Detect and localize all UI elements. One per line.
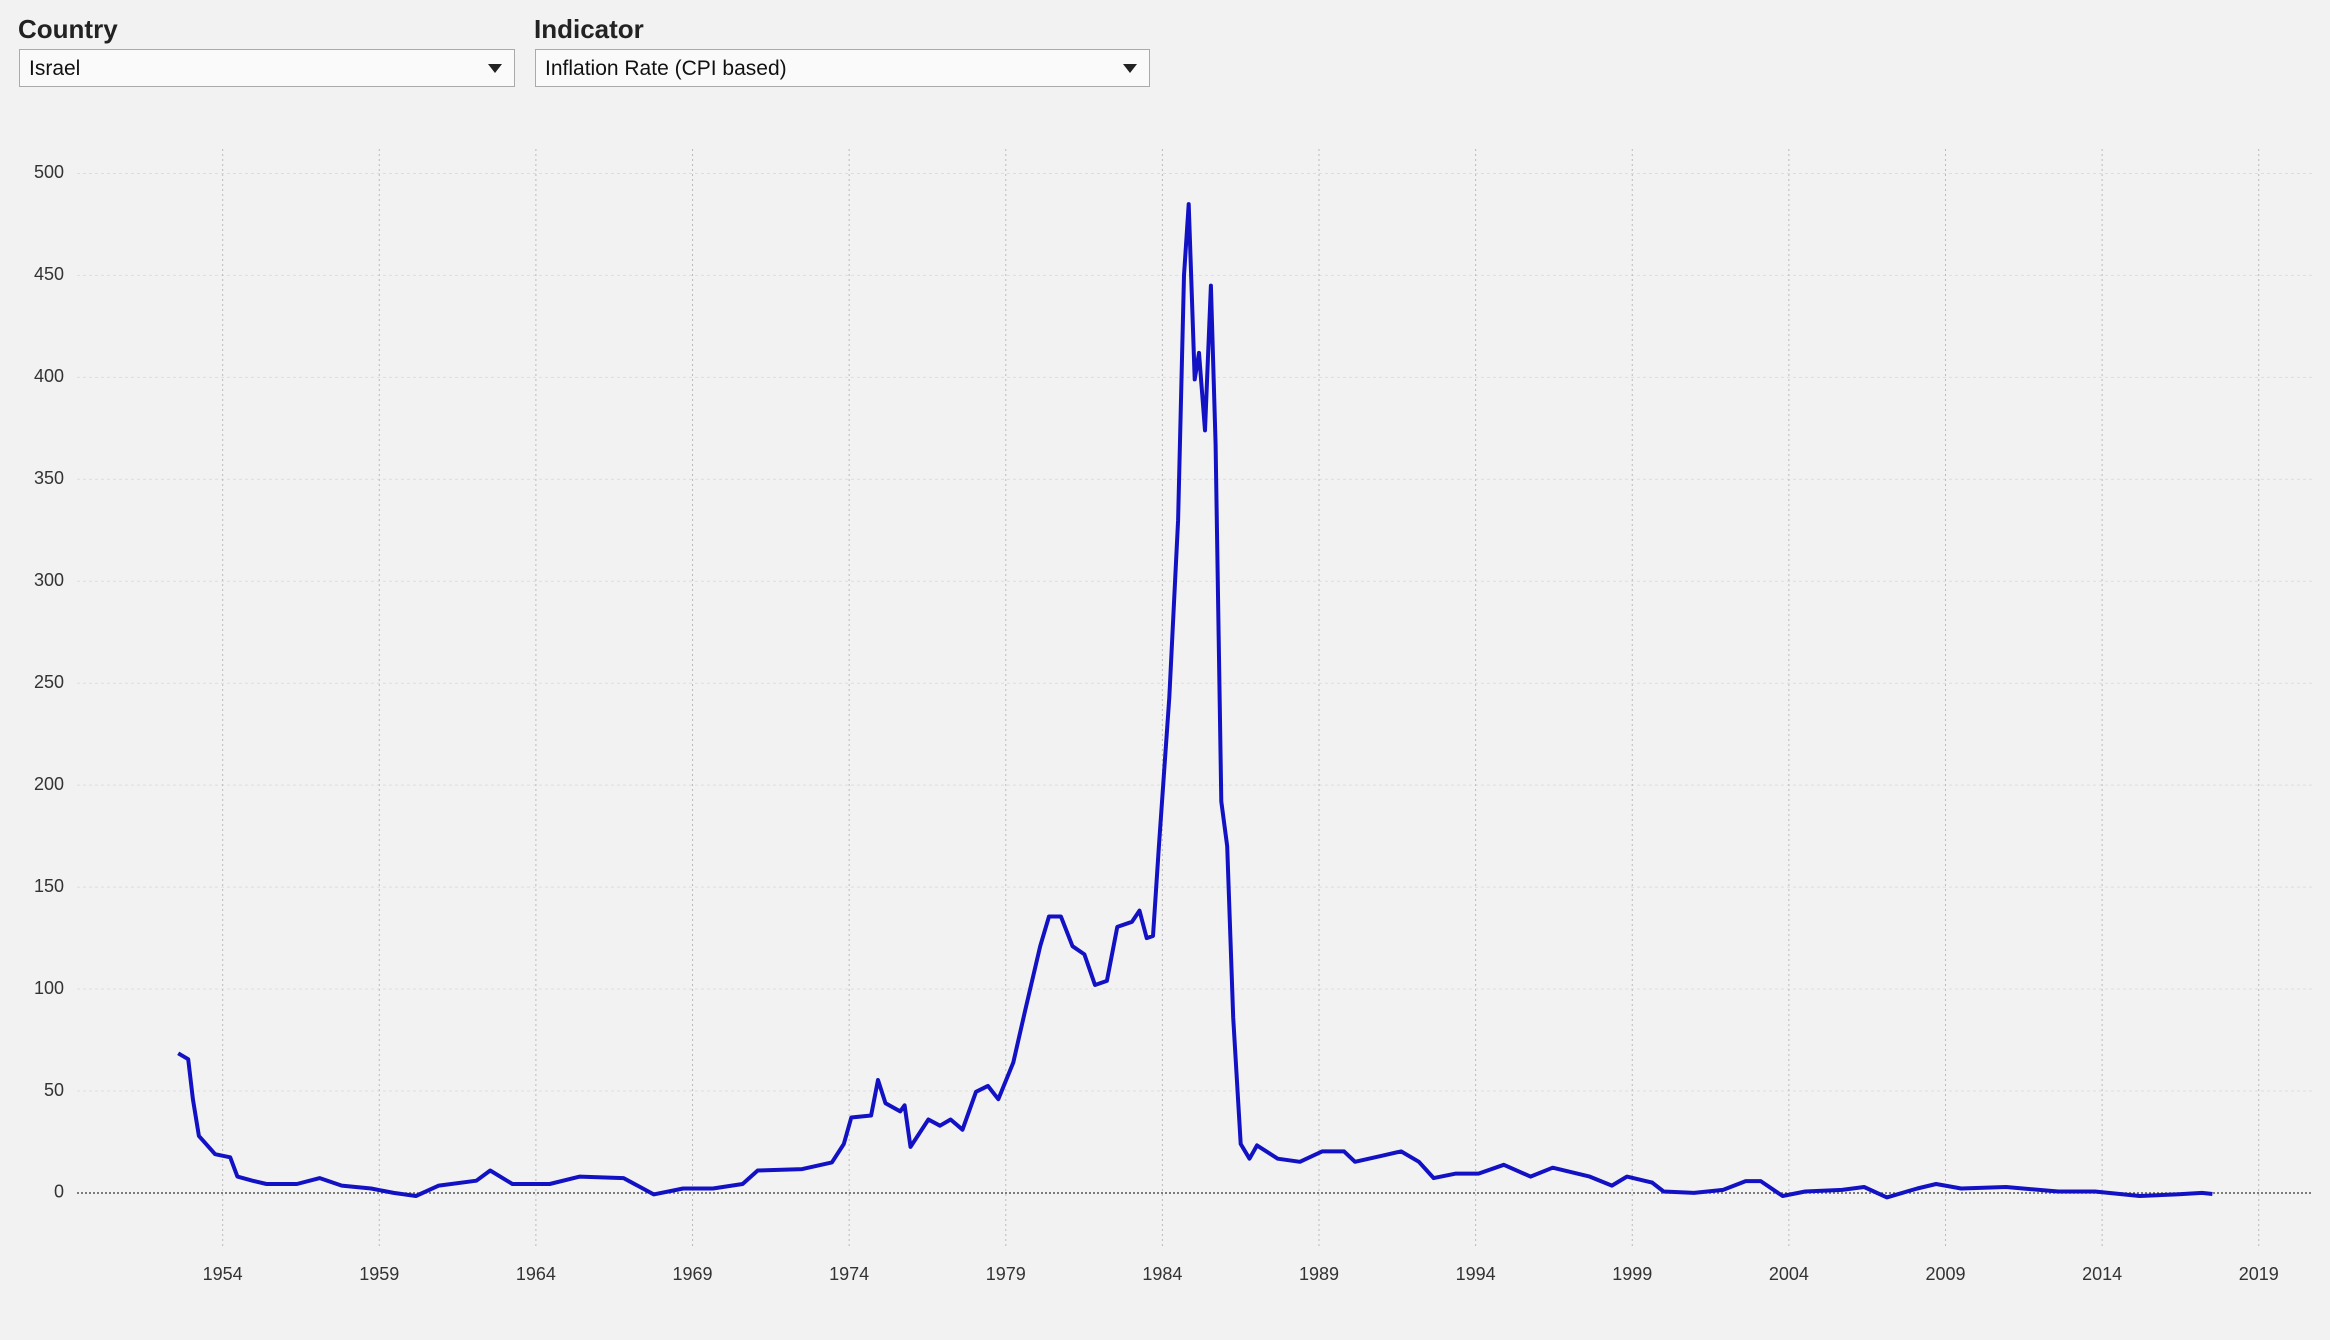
- y-tick-label: 300: [34, 570, 64, 590]
- x-tick-label: 1994: [1456, 1264, 1496, 1284]
- x-tick-label: 1969: [673, 1264, 713, 1284]
- indicator-value: Inflation Rate (CPI based): [545, 57, 787, 80]
- dropdown-arrow: [1123, 64, 1137, 73]
- y-tick-label: 450: [34, 264, 64, 284]
- x-tick-label: 1959: [359, 1264, 399, 1284]
- y-tick-label: 150: [34, 876, 64, 896]
- y-tick-label: 350: [34, 468, 64, 488]
- x-tick-label: 1974: [829, 1264, 869, 1284]
- y-tick-label: 400: [34, 366, 64, 386]
- country-label: Country: [18, 14, 118, 44]
- x-tick-label: 1964: [516, 1264, 556, 1284]
- x-tick-label: 1979: [986, 1264, 1026, 1284]
- x-tick-label: 1984: [1142, 1264, 1182, 1284]
- x-tick-label: 2004: [1769, 1264, 1809, 1284]
- indicator-label: Indicator: [534, 14, 644, 44]
- y-tick-label: 100: [34, 978, 64, 998]
- x-tick-label: 1954: [203, 1264, 243, 1284]
- y-tick-label: 50: [44, 1080, 64, 1100]
- indicator-dropdown[interactable]: Inflation Rate (CPI based): [535, 49, 1150, 87]
- x-tick-label: 1999: [1612, 1264, 1652, 1284]
- y-tick-label: 250: [34, 672, 64, 692]
- data-line: [177, 202, 2213, 1200]
- country-dropdown[interactable]: Israel: [19, 49, 515, 87]
- y-tick-label: 500: [34, 162, 64, 182]
- x-tick-label: 2009: [1925, 1264, 1965, 1284]
- x-tick-label: 1989: [1299, 1264, 1339, 1284]
- x-tick-label: 2019: [2239, 1264, 2279, 1284]
- country-value: Israel: [29, 57, 81, 80]
- y-tick-label: 0: [54, 1182, 64, 1202]
- dropdown-arrow: [488, 64, 502, 73]
- y-tick-label: 200: [34, 774, 64, 794]
- x-tick-label: 2014: [2082, 1264, 2122, 1284]
